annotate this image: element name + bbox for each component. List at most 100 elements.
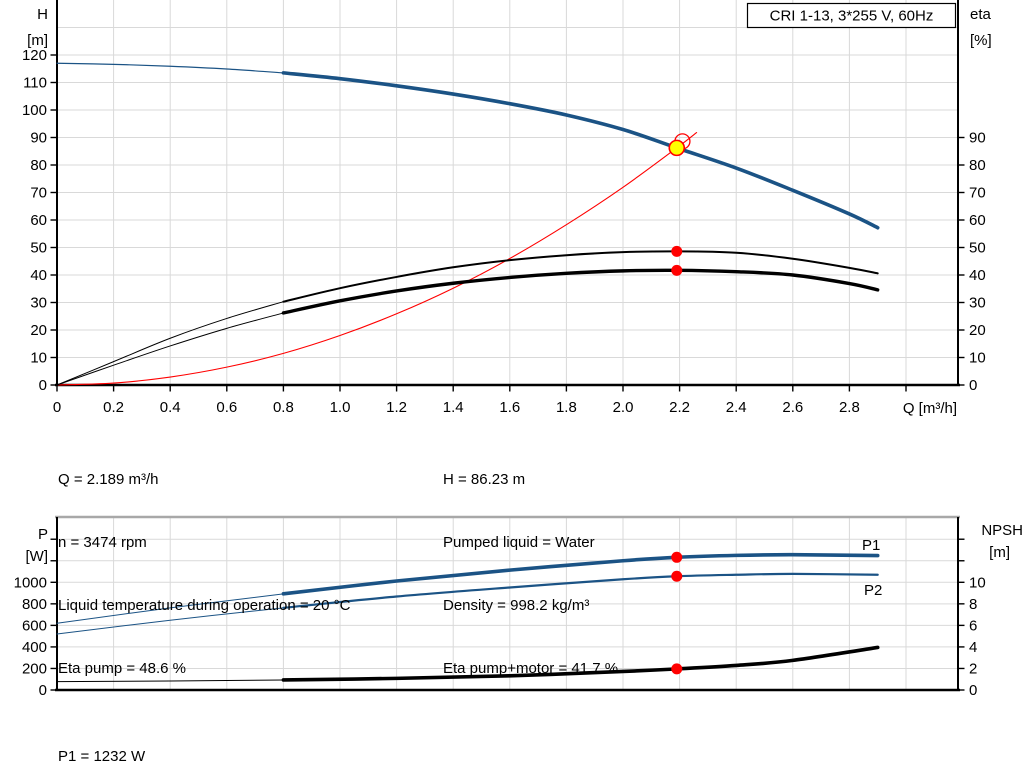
info-line-h: H = 86.23 m — [443, 471, 526, 488]
y-left-tick-label: 10 — [30, 350, 47, 367]
curve-value-marker — [671, 570, 683, 582]
y-right-tick-label: 8 — [969, 596, 977, 613]
q-axis-label: Q [m³/h] — [903, 400, 957, 417]
curve-system-curve — [56, 132, 698, 386]
power-npsh-chart: 0 200 400 600 800 1000 0 2 4 6 8 10 P1 P2 — [14, 515, 986, 699]
x-tick-label: 0.6 — [216, 399, 237, 416]
y-left-tick-label: 200 — [22, 660, 47, 677]
y-left-tick-label: 110 — [23, 75, 47, 92]
y-left-tick-label: 400 — [22, 639, 47, 656]
curve-p2 — [56, 607, 284, 635]
y-right-tick-label: 70 — [969, 185, 986, 202]
p-axis-label: P — [38, 526, 48, 543]
duty-info-left-column: Q = 2.189 m³/h n = 3474 rpm Liquid tempe… — [58, 427, 350, 721]
curve-eta-pump — [282, 250, 879, 303]
curve-h — [281, 71, 880, 230]
curve-label-p1: P1 — [862, 537, 880, 554]
x-tick-label: 1.8 — [556, 399, 577, 416]
y-left-tick-label: 30 — [30, 295, 47, 312]
generated-chart-layers: 0 0.2 0.4 0.6 0.8 1.0 1.2 1.4 1.6 1.8 2.0 2.2 2.4 2.6… — [14, 0, 986, 699]
y-left-tick-label: 600 — [22, 617, 47, 634]
y-right-tick-label: 6 — [969, 617, 977, 634]
y-right-tick-label: 0 — [969, 682, 977, 699]
x-tick-label: 0.2 — [103, 399, 124, 416]
y-right-tick-label: 10 — [969, 350, 986, 367]
y-left-tick-label: 40 — [30, 267, 47, 284]
y-right-tick-label: 30 — [969, 295, 986, 312]
y-right-tick-label: 60 — [969, 212, 986, 229]
curve-p1 — [56, 593, 284, 624]
x-tick-label: 2.2 — [669, 399, 690, 416]
y-left-tick-label: 90 — [30, 130, 47, 147]
info-line-liquid-temp: Liquid temperature during operation = 20… — [58, 597, 351, 614]
x-tick-label: 0 — [53, 399, 61, 416]
y-left-tick-label: 100 — [22, 102, 47, 119]
y-left-tick-label: 70 — [30, 185, 47, 202]
info-line-p1: P1 = 1232 W — [58, 748, 146, 765]
info-line-density: Density = 998.2 kg/m³ — [443, 597, 590, 614]
pump-title-box: CRI 1-13, 3*255 V, 60Hz — [746, 2, 957, 29]
y-left-tick-label: 0 — [39, 682, 47, 699]
p-axis-unit: [W] — [26, 548, 49, 565]
y-left-tick-label: 20 — [30, 322, 47, 339]
curve-p1 — [281, 552, 880, 596]
y-left-tick-label: 50 — [30, 240, 47, 257]
y-right-tick-label: 50 — [969, 240, 986, 257]
h-axis-unit: [m] — [27, 32, 48, 49]
curve-npsh — [281, 645, 880, 682]
x-tick-label: 1.4 — [443, 399, 464, 416]
duty-info-right-column: H = 86.23 m Pumped liquid = Water Densit… — [443, 427, 618, 721]
y-right-tick-label: 90 — [969, 130, 986, 147]
curve-value-marker — [671, 663, 683, 675]
y-left-tick-label: 60 — [30, 212, 47, 229]
eta-axis-label: eta — [970, 6, 992, 23]
npsh-axis-unit: [m] — [989, 544, 1010, 561]
info-line-eta-pump: Eta pump = 48.6 % — [58, 660, 186, 677]
x-tick-label: 0.8 — [273, 399, 294, 416]
power-info-column: P1 = 1232 W P2 = 1056 W NPSH = 1.96 m — [58, 704, 163, 781]
x-tick-label: 2.6 — [782, 399, 803, 416]
x-tick-label: 1.6 — [499, 399, 520, 416]
info-line-n: n = 3474 rpm — [58, 534, 147, 551]
y-right-tick-label: 80 — [969, 157, 986, 174]
eta-axis-unit: [%] — [970, 32, 992, 49]
curve-value-marker — [671, 245, 683, 257]
y-left-tick-label: 800 — [22, 596, 47, 613]
y-left-tick-label: 80 — [30, 157, 47, 174]
h-axis-label: H — [37, 6, 48, 23]
curve-label-p2: P2 — [864, 582, 882, 599]
y-right-tick-label: 20 — [969, 322, 986, 339]
info-line-pumped-liquid: Pumped liquid = Water — [443, 534, 595, 551]
info-line-q: Q = 2.189 m³/h — [58, 471, 159, 488]
info-line-eta-pump-motor: Eta pump+motor = 41.7 % — [443, 660, 619, 677]
x-tick-label: 1.2 — [386, 399, 407, 416]
axis-corner-labels: H [m] eta [%] Q [m³/h] P [W] NPSH [m] CR… — [26, 2, 1023, 565]
duty-point-marker — [668, 139, 686, 157]
x-tick-label: 0.4 — [160, 399, 181, 416]
x-tick-label: 2.8 — [839, 399, 860, 416]
y-right-tick-label: 4 — [969, 639, 977, 656]
y-right-tick-label: 2 — [969, 660, 977, 677]
curve-value-marker — [671, 551, 683, 563]
y-left-tick-label: 0 — [39, 377, 47, 394]
curve-eta-pump-motor — [281, 268, 880, 315]
curve-value-marker — [671, 264, 683, 276]
x-tick-label: 2.4 — [726, 399, 747, 416]
y-left-tick-label: 120 — [22, 47, 47, 64]
hq-eta-chart: 0 0.2 0.4 0.6 0.8 1.0 1.2 1.4 1.6 1.8 2.0 2.2 2.4 2.6… — [22, 0, 986, 416]
y-right-tick-label: 40 — [969, 267, 986, 284]
pump-title-text: CRI 1-13, 3*255 V, 60Hz — [770, 8, 934, 25]
curve-eta-pump — [56, 301, 284, 386]
curve-npsh — [56, 679, 284, 683]
x-tick-label: 2.0 — [613, 399, 634, 416]
x-tick-label: 1.0 — [330, 399, 351, 416]
pump-title-box-frame — [746, 2, 957, 29]
npsh-axis-label: NPSH — [981, 522, 1023, 539]
y-left-tick-label: 1000 — [14, 574, 47, 591]
curve-h — [56, 62, 284, 74]
curve-p2 — [282, 572, 879, 609]
curve-eta-pump-motor — [56, 312, 284, 386]
y-right-tick-label: 0 — [969, 377, 977, 394]
